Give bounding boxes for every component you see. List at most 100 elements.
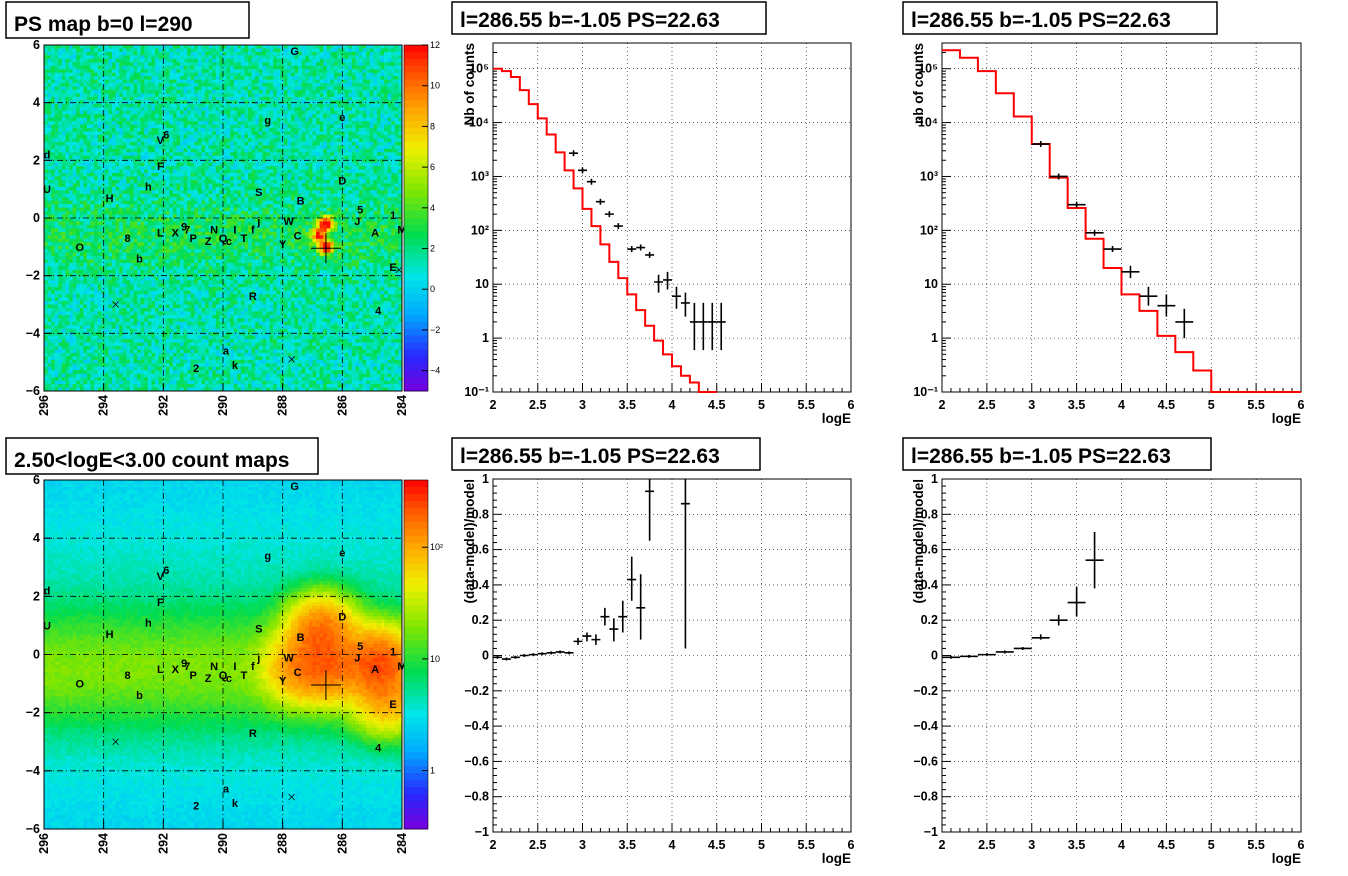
heatmap-cell bbox=[165, 141, 170, 146]
heatmap-cell bbox=[219, 141, 224, 146]
heatmap-cell bbox=[140, 235, 145, 240]
heatmap-cell bbox=[115, 200, 120, 205]
heatmap-cell bbox=[61, 224, 66, 229]
heatmap-cell bbox=[90, 121, 95, 125]
heatmap-cell bbox=[137, 86, 142, 91]
heatmap-cell bbox=[76, 65, 81, 70]
heatmap-cell bbox=[169, 45, 174, 49]
heatmap-cell bbox=[154, 89, 159, 94]
heatmap-cell bbox=[215, 145, 220, 150]
heatmap-cell bbox=[201, 262, 206, 267]
heatmap-cell bbox=[162, 214, 167, 219]
heatmap-cell bbox=[112, 252, 116, 257]
heatmap-cell bbox=[86, 262, 91, 267]
heatmap-cell bbox=[44, 366, 48, 371]
heatmap-cell bbox=[108, 221, 113, 226]
heatmap-cell bbox=[169, 173, 174, 177]
heatmap-cell bbox=[54, 131, 59, 136]
heatmap-cell bbox=[208, 103, 213, 108]
heatmap-cell bbox=[190, 373, 195, 378]
heatmap-cell bbox=[79, 370, 84, 375]
heatmap-cell bbox=[151, 179, 156, 184]
heatmap-cell bbox=[119, 256, 124, 260]
heatmap-cell bbox=[86, 238, 91, 243]
heatmap-cell bbox=[201, 48, 206, 53]
heatmap-cell bbox=[90, 290, 95, 295]
heatmap-cell bbox=[83, 159, 88, 164]
heatmap-cell bbox=[72, 55, 77, 60]
heatmap-cell bbox=[86, 294, 91, 298]
heatmap-cell bbox=[44, 262, 48, 267]
heatmap-cell bbox=[158, 193, 163, 198]
heatmap-cell bbox=[104, 110, 109, 115]
heatmap-cell bbox=[54, 256, 59, 260]
heatmap-cell bbox=[112, 179, 116, 184]
heatmap-cell bbox=[61, 221, 66, 226]
heatmap-cell bbox=[197, 238, 202, 243]
heatmap-cell bbox=[176, 262, 181, 267]
heatmap-cell bbox=[61, 346, 66, 350]
heatmap-cell bbox=[79, 325, 84, 330]
heatmap-cell bbox=[176, 249, 181, 253]
heatmap-cell bbox=[144, 273, 149, 278]
heatmap-cell bbox=[187, 186, 192, 191]
heatmap-cell bbox=[47, 294, 52, 298]
heatmap-cell bbox=[137, 114, 142, 119]
heatmap-cell bbox=[61, 93, 66, 98]
heatmap-cell bbox=[197, 207, 202, 212]
heatmap-cell bbox=[79, 200, 84, 205]
heatmap-cell bbox=[201, 224, 206, 229]
heatmap-cell bbox=[190, 221, 195, 226]
heatmap-cell bbox=[97, 176, 102, 181]
heatmap-cell bbox=[86, 297, 91, 302]
heatmap-cell bbox=[172, 339, 177, 343]
heatmap-cell bbox=[61, 169, 66, 174]
heatmap-cell bbox=[112, 173, 116, 177]
heatmap-cell bbox=[162, 152, 167, 157]
heatmap-cell bbox=[133, 173, 138, 177]
heatmap-cell bbox=[212, 242, 217, 247]
heatmap-cell bbox=[108, 176, 113, 181]
heatmap-cell bbox=[47, 148, 52, 153]
heatmap-cell bbox=[126, 197, 131, 202]
heatmap-cell bbox=[112, 266, 116, 271]
heatmap-cell bbox=[133, 124, 138, 129]
heatmap-cell bbox=[61, 304, 66, 309]
heatmap-cell bbox=[97, 231, 102, 236]
heatmap-cell bbox=[172, 335, 177, 340]
heatmap-cell bbox=[115, 141, 120, 146]
heatmap-cell bbox=[205, 117, 210, 122]
heatmap-cell bbox=[119, 155, 124, 160]
heatmap-cell bbox=[140, 328, 145, 333]
heatmap-cell bbox=[112, 262, 116, 267]
heatmap-cell bbox=[83, 363, 88, 368]
heatmap-cell bbox=[147, 103, 152, 108]
heatmap-cell bbox=[162, 231, 167, 236]
heatmap-cell bbox=[129, 259, 134, 264]
heatmap-cell bbox=[137, 186, 142, 191]
heatmap-cell bbox=[86, 65, 91, 70]
heatmap-cell bbox=[90, 366, 95, 371]
heatmap-cell bbox=[176, 190, 181, 195]
heatmap-cell bbox=[104, 121, 109, 125]
heatmap-cell bbox=[165, 387, 170, 392]
heatmap-cell bbox=[97, 124, 102, 129]
heatmap-cell bbox=[94, 159, 99, 164]
heatmap-cell bbox=[151, 152, 156, 157]
heatmap-cell bbox=[137, 235, 142, 240]
heatmap-cell bbox=[151, 224, 156, 229]
heatmap-cell bbox=[137, 138, 142, 143]
heatmap-cell bbox=[47, 169, 52, 174]
heatmap-cell bbox=[133, 373, 138, 378]
heatmap-cell bbox=[112, 117, 116, 122]
heatmap-cell bbox=[140, 65, 145, 70]
heatmap-cell bbox=[51, 269, 56, 274]
heatmap-cell bbox=[133, 325, 138, 330]
heatmap-cell bbox=[219, 256, 224, 260]
heatmap-cell bbox=[215, 387, 220, 392]
heatmap-cell bbox=[72, 72, 77, 77]
heatmap-cell bbox=[112, 249, 116, 253]
heatmap-cell bbox=[79, 235, 84, 240]
heatmap-cell bbox=[94, 283, 99, 288]
heatmap-cell bbox=[151, 55, 156, 60]
